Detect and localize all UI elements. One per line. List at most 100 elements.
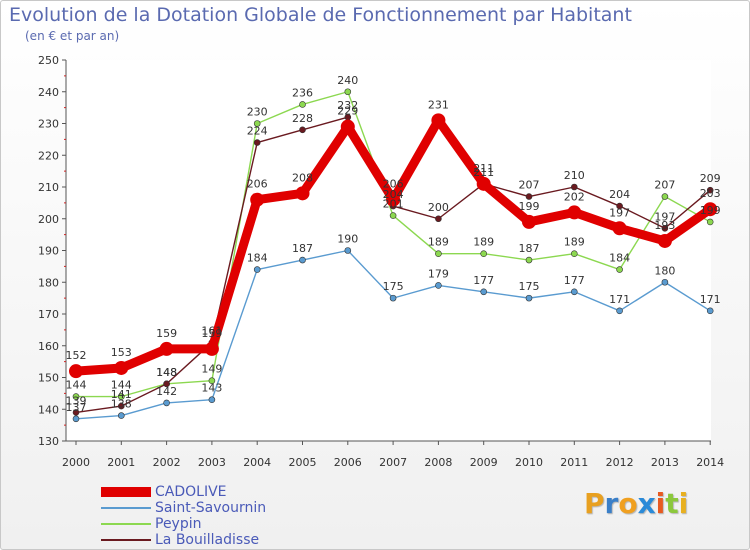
x-tick-label: 2001 <box>107 456 135 469</box>
data-point <box>525 256 533 264</box>
data-point <box>661 193 669 200</box>
logo-letter: t <box>665 487 679 520</box>
data-point <box>69 364 83 379</box>
data-point <box>431 113 446 128</box>
data-label: 180 <box>654 264 675 277</box>
data-label: 149 <box>201 363 222 376</box>
data-label: 210 <box>564 169 585 182</box>
data-point <box>616 307 623 315</box>
data-label: 189 <box>428 236 449 249</box>
data-point <box>570 288 578 296</box>
data-label: 204 <box>609 188 630 201</box>
data-label: 209 <box>700 172 721 185</box>
legend-item: Saint-Savournin <box>101 500 361 516</box>
data-label: 143 <box>201 382 222 395</box>
data-label: 171 <box>700 293 721 306</box>
y-tick-label: 200 <box>38 213 59 226</box>
data-label: 236 <box>292 86 313 99</box>
data-point <box>480 250 488 257</box>
data-label: 230 <box>247 106 268 119</box>
data-label: 207 <box>519 179 540 192</box>
logo-letter: x <box>637 487 656 520</box>
legend-item: Peypin <box>101 516 361 532</box>
x-tick-label: 2002 <box>153 456 181 469</box>
legend-swatch <box>101 539 151 541</box>
logo-letter: o <box>618 487 638 520</box>
data-point <box>163 399 170 407</box>
data-label: 139 <box>66 394 87 407</box>
data-label: 206 <box>247 178 268 191</box>
data-label: 229 <box>337 105 358 118</box>
legend-item: La Bouilladisse <box>101 532 361 548</box>
data-label: 177 <box>564 274 585 287</box>
data-point <box>163 380 170 388</box>
data-label: 184 <box>247 252 268 265</box>
data-label: 228 <box>292 112 313 125</box>
legend: CADOLIVE Saint-Savournin Peypin La Bouillad… <box>101 484 361 548</box>
x-tick-label: 2005 <box>289 456 317 469</box>
data-point <box>253 266 261 273</box>
x-tick-label: 2006 <box>334 456 362 469</box>
data-point <box>522 214 536 229</box>
data-point <box>299 101 306 108</box>
data-point <box>480 288 488 296</box>
data-label: 138 <box>111 398 132 411</box>
data-label: 202 <box>564 190 585 203</box>
x-tick-label: 2000 <box>62 456 90 469</box>
logo-letter: i <box>655 487 666 520</box>
data-point <box>118 393 125 400</box>
data-label: 148 <box>156 366 177 379</box>
y-tick-label: 140 <box>38 403 59 416</box>
data-point <box>435 282 442 289</box>
data-point <box>159 341 174 356</box>
chart-title: Evolution de la Dotation Globale de Fonc… <box>9 4 632 26</box>
y-tick-label: 160 <box>38 340 59 353</box>
data-point <box>204 341 219 356</box>
data-point <box>525 193 533 200</box>
legend-label: Peypin <box>155 516 202 532</box>
x-tick-label: 2007 <box>379 456 407 469</box>
data-label: 206 <box>383 178 404 191</box>
data-label: 240 <box>337 74 358 87</box>
x-tick-label: 2008 <box>424 456 452 469</box>
legend-swatch <box>101 487 151 497</box>
x-tick-label: 2009 <box>470 456 498 469</box>
data-label: 211 <box>473 162 494 175</box>
data-label: 193 <box>654 219 675 232</box>
legend-item: CADOLIVE <box>101 484 361 500</box>
data-label: 204 <box>383 188 404 201</box>
data-label: 199 <box>700 204 721 217</box>
data-point <box>72 409 80 416</box>
data-point <box>299 256 306 264</box>
plot-area <box>66 60 711 441</box>
data-label: 197 <box>654 210 675 223</box>
proxiti-logo: Proxiti <box>584 487 688 520</box>
data-label: 199 <box>519 200 540 213</box>
data-point <box>661 278 669 286</box>
data-label: 152 <box>66 349 87 362</box>
data-point <box>525 294 533 302</box>
data-point <box>570 250 578 257</box>
data-label: 148 <box>156 366 177 379</box>
data-point <box>389 212 397 219</box>
data-point <box>340 119 355 134</box>
data-point <box>118 402 125 410</box>
data-point <box>72 393 80 400</box>
y-tick-label: 250 <box>38 54 59 67</box>
y-tick-label: 240 <box>38 86 59 99</box>
data-label: 190 <box>337 233 358 246</box>
data-point <box>570 183 578 191</box>
data-point <box>567 205 582 220</box>
legend-label: Saint-Savournin <box>155 500 267 516</box>
data-point <box>389 294 397 302</box>
data-label: 200 <box>428 201 449 214</box>
legend-label: La Bouilladisse <box>155 532 260 548</box>
data-point <box>706 186 714 194</box>
data-label: 231 <box>428 98 449 111</box>
data-label: 171 <box>609 293 630 306</box>
data-point <box>344 88 352 96</box>
y-tick-label: 230 <box>38 118 59 131</box>
data-label: 197 <box>609 206 630 219</box>
data-point <box>616 266 623 273</box>
